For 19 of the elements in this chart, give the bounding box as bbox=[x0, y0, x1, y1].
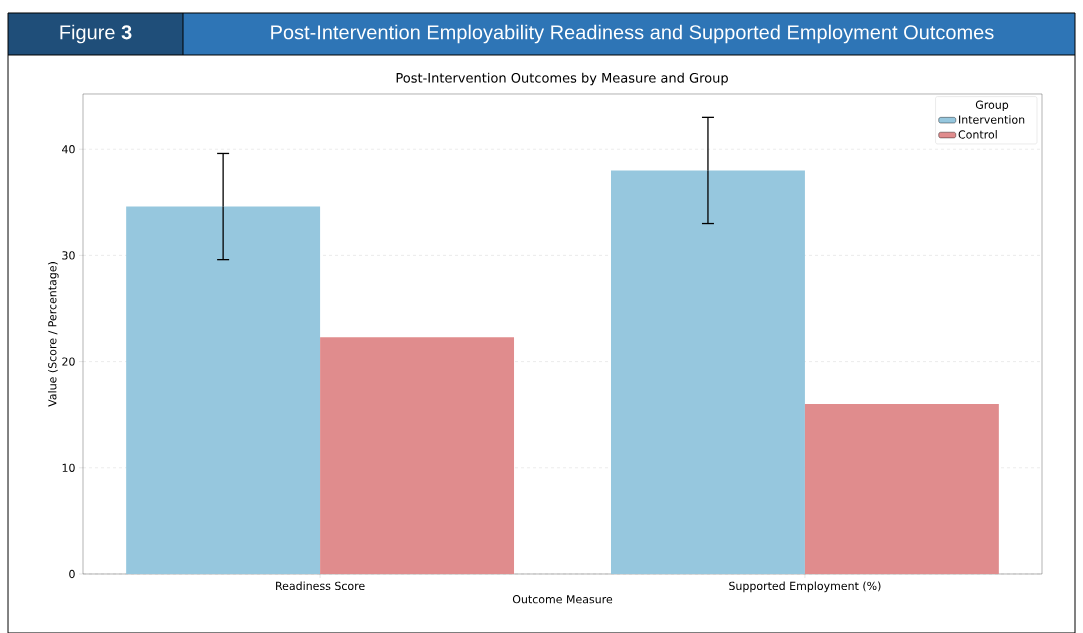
y-tick-label: 20 bbox=[62, 357, 75, 366]
chart-subtitle: Post-Intervention Outcomes by Measure and Group bbox=[396, 72, 728, 86]
bar bbox=[610, 170, 805, 574]
x-tick-label: Supported Employment (%) bbox=[729, 581, 881, 592]
bar bbox=[126, 206, 321, 574]
legend-title: Group bbox=[975, 100, 1009, 111]
legend-label: Control bbox=[958, 129, 997, 139]
chart-title: Post-Intervention Employability Readiness and Supported Employment Outcomes bbox=[271, 24, 994, 44]
y-axis-title: Value (Score / Percentage) bbox=[47, 261, 59, 407]
y-tick-label: 0 bbox=[69, 569, 75, 578]
text: Figure 3 bbox=[60, 24, 132, 44]
x-axis-title: Outcome Measure bbox=[512, 594, 613, 604]
y-tick-label: 40 bbox=[62, 144, 75, 154]
y-tick-label: 30 bbox=[62, 251, 75, 260]
bar bbox=[320, 336, 515, 574]
x-tick-label: Readiness Score bbox=[276, 581, 365, 590]
y-tick-label: 10 bbox=[62, 463, 75, 472]
bar bbox=[804, 403, 999, 574]
legend-label: Intervention bbox=[959, 115, 1025, 124]
